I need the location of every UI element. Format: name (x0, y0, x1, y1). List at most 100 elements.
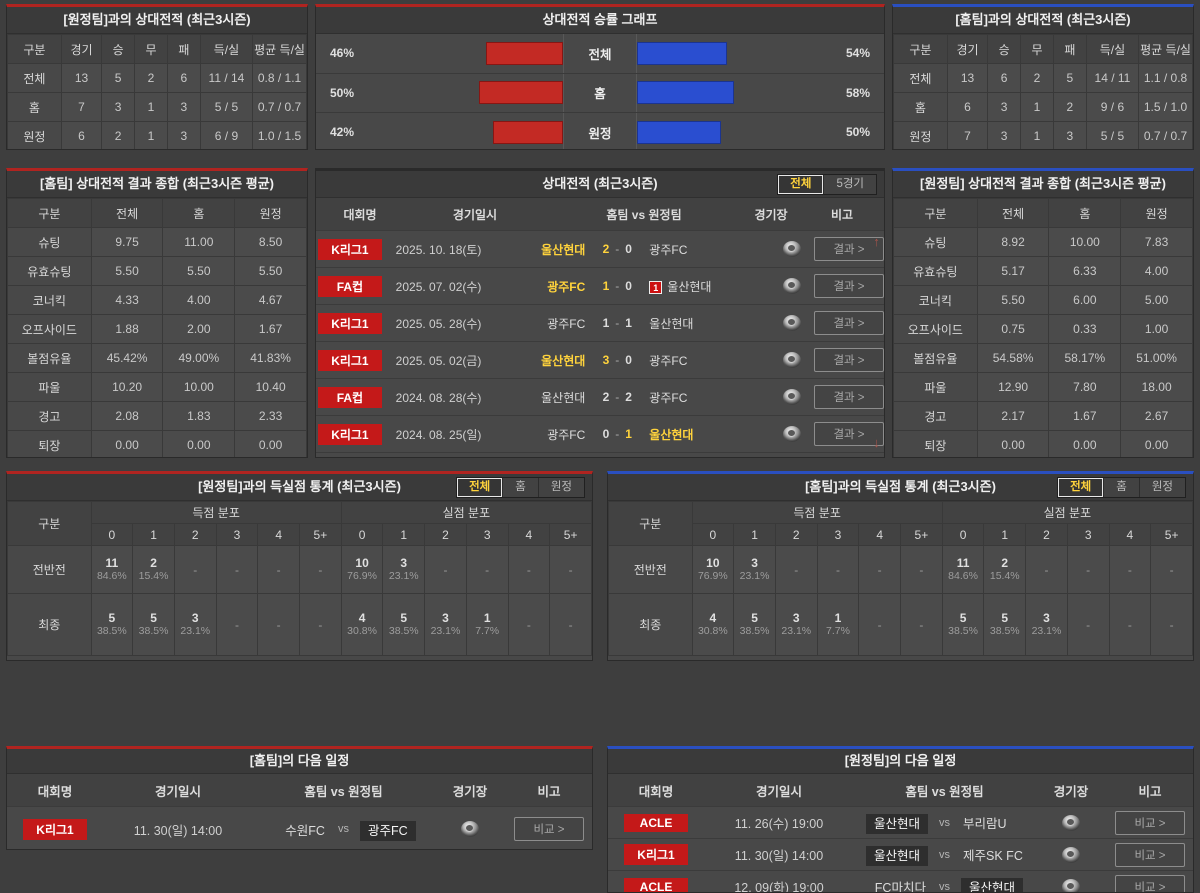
scroll-up-icon[interactable]: ↑ (873, 234, 880, 249)
compare-button[interactable]: 비교 > (1115, 874, 1185, 892)
stadium-icon[interactable] (782, 389, 801, 405)
toggle-option[interactable]: 원정 (1138, 478, 1185, 497)
result-button[interactable]: 결과 > (813, 422, 884, 446)
vs-label: vs (337, 823, 349, 835)
toggle-option[interactable]: 홈 (1103, 478, 1139, 497)
stat-cell: 11.00 (162, 227, 236, 257)
stadium-icon[interactable] (782, 241, 801, 257)
table-row: 유효슈팅 5.17 6.33 4.00 (893, 256, 1193, 286)
away-team: 광주FC (360, 820, 416, 841)
view-toggle-group: 전체 홈 원정 (1057, 477, 1186, 498)
panel-title-text: [원정팀]과의 득실점 통계 (최근3시즌) (198, 479, 401, 494)
view-toggle-group: 전체 5경기 (777, 174, 877, 195)
result-button[interactable]: 결과 > (813, 385, 884, 409)
result-button[interactable]: 결과 > (813, 311, 884, 335)
home-team: 울산현대 (541, 353, 586, 368)
col-header: 전체 (976, 198, 1050, 228)
stat-cell: 45.42% (90, 343, 164, 373)
stadium-icon[interactable] (1062, 814, 1080, 831)
stat-cell: 0.00 (162, 430, 236, 457)
row-label: 유효슈팅 (7, 256, 92, 286)
col-header: 원정 (1120, 198, 1193, 228)
panel-away-schedule: [원정팀]의 다음 일정 대회명 경기일시 홈팀 vs 원정팀 경기장 비고 A… (607, 746, 1194, 893)
home-team: 광주FC (547, 316, 586, 331)
goal-cell: - (858, 593, 902, 656)
row-label: 전반전 (7, 545, 92, 594)
stat-cell: 0.00 (234, 430, 307, 457)
result-button[interactable]: 결과 > (813, 274, 884, 298)
stat-cell: 1 (1020, 92, 1054, 122)
scrollbar[interactable]: ↑ ↓ (870, 234, 883, 450)
away-winrate-value: 58% (845, 85, 870, 100)
home-team: 울산현대 (541, 390, 586, 405)
away-team: 광주FC (649, 353, 688, 368)
row-label: 최종 (608, 593, 693, 656)
match-list-header: 대회명 경기일시 홈팀 vs 원정팀 경기장 비고 (316, 198, 884, 231)
away-team: 울산현대 (961, 878, 1024, 892)
goal-col-header: 2 (1025, 523, 1068, 546)
table-row: 볼점유율 45.42% 49.00% 41.83% (7, 343, 307, 373)
goal-col-header: 1 (382, 523, 426, 546)
goal-col-header: 0 (90, 523, 134, 546)
goal-cell: 2 15.4% (983, 545, 1027, 594)
toggle-option[interactable]: 홈 (502, 478, 538, 497)
stat-cell: 2.33 (234, 401, 307, 431)
chart-row: 50% 홈 58% (316, 73, 884, 113)
match-date: 2025. 07. 02(수) (395, 279, 482, 294)
match-score: 2-0 (602, 242, 632, 256)
goal-cell: - (900, 593, 943, 656)
stat-cell: 58.17% (1048, 343, 1122, 373)
stat-cell: 1.88 (90, 314, 164, 344)
away-summary-table: 구분 전체 홈 원정 슈팅 8.92 10.00 7.83 유효슈팅 5.17 6.33 4.00 코너… (893, 198, 1193, 457)
third-row: [원정팀]과의 득실점 통계 (최근3시즌) 전체 홈 원정 구분 득점 분포 실점… (6, 471, 1194, 661)
away-team: 울산현대 (649, 316, 694, 331)
toggle-option[interactable]: 전체 (457, 478, 503, 497)
stadium-icon[interactable] (782, 278, 801, 294)
stat-cell: 4.00 (1120, 256, 1193, 286)
league-badge: ACLE (624, 813, 688, 832)
stat-cell: 2 (101, 121, 136, 149)
col-header: 홈팀 vs 원정팀 (606, 207, 682, 222)
stadium-icon[interactable] (1062, 846, 1080, 863)
goal-cell: - (1150, 545, 1193, 594)
stat-cell: 0.00 (1048, 430, 1122, 457)
toggle-option[interactable]: 5경기 (823, 175, 876, 194)
goal-cell: 3 23.1% (1025, 593, 1068, 656)
stat-cell: 5.50 (234, 256, 307, 286)
match-teams: 울산현대 2-0 광주FC (493, 231, 769, 267)
stadium-icon[interactable] (461, 821, 479, 837)
league-badge: FA컵 (317, 386, 382, 408)
toggle-option[interactable]: 전체 (1058, 478, 1104, 497)
stat-cell: 6 / 9 (199, 121, 254, 149)
col-header: 대회명 (343, 207, 377, 222)
stat-cell: 11 / 14 (199, 63, 254, 93)
toggle-option[interactable]: 원정 (537, 478, 584, 497)
toggle-option[interactable]: 전체 (778, 175, 824, 194)
result-button[interactable]: 결과 > (813, 348, 884, 372)
stadium-icon[interactable] (782, 352, 801, 368)
goal-cell: - (215, 593, 259, 656)
col-header: 무 (134, 34, 168, 64)
match-teams: 광주FC 0-1 울산현대 (493, 416, 769, 452)
match-score: 2-2 (602, 390, 632, 404)
away-h2h-table: 구분 경기 승 무 패 득/실 평균 득/실 전체 13 5 2 6 11 / 14 0.8 / 1.1 홈… (7, 34, 307, 149)
stadium-icon[interactable] (782, 426, 801, 442)
stat-cell: 12.90 (976, 372, 1050, 402)
goal-col-header: 4 (1108, 523, 1152, 546)
goal-col-header: 1 (132, 523, 175, 546)
stat-cell: 13 (946, 63, 989, 93)
scroll-down-icon[interactable]: ↓ (873, 435, 880, 450)
stadium-icon[interactable] (782, 315, 801, 331)
compare-button[interactable]: 비교 > (514, 817, 584, 841)
compare-button[interactable]: 비교 > (1115, 842, 1185, 867)
panel-home-h2h: [홈팀]과의 상대전적 (최근3시즌) 구분 경기 승 무 패 득/실 평균 득/실 전체 13… (892, 4, 1194, 150)
row-label: 전체 (7, 63, 62, 93)
result-button[interactable]: 결과 > (813, 237, 884, 261)
col-header: 득/실 (199, 34, 254, 64)
compare-button[interactable]: 비교 > (1115, 810, 1185, 835)
stadium-icon[interactable] (1062, 878, 1080, 892)
goal-cell: 3 23.1% (173, 593, 217, 656)
match-date: 2024. 08. 28(수) (395, 390, 482, 405)
league-badge: FA컵 (317, 275, 382, 297)
away-winrate-bar (637, 41, 727, 65)
